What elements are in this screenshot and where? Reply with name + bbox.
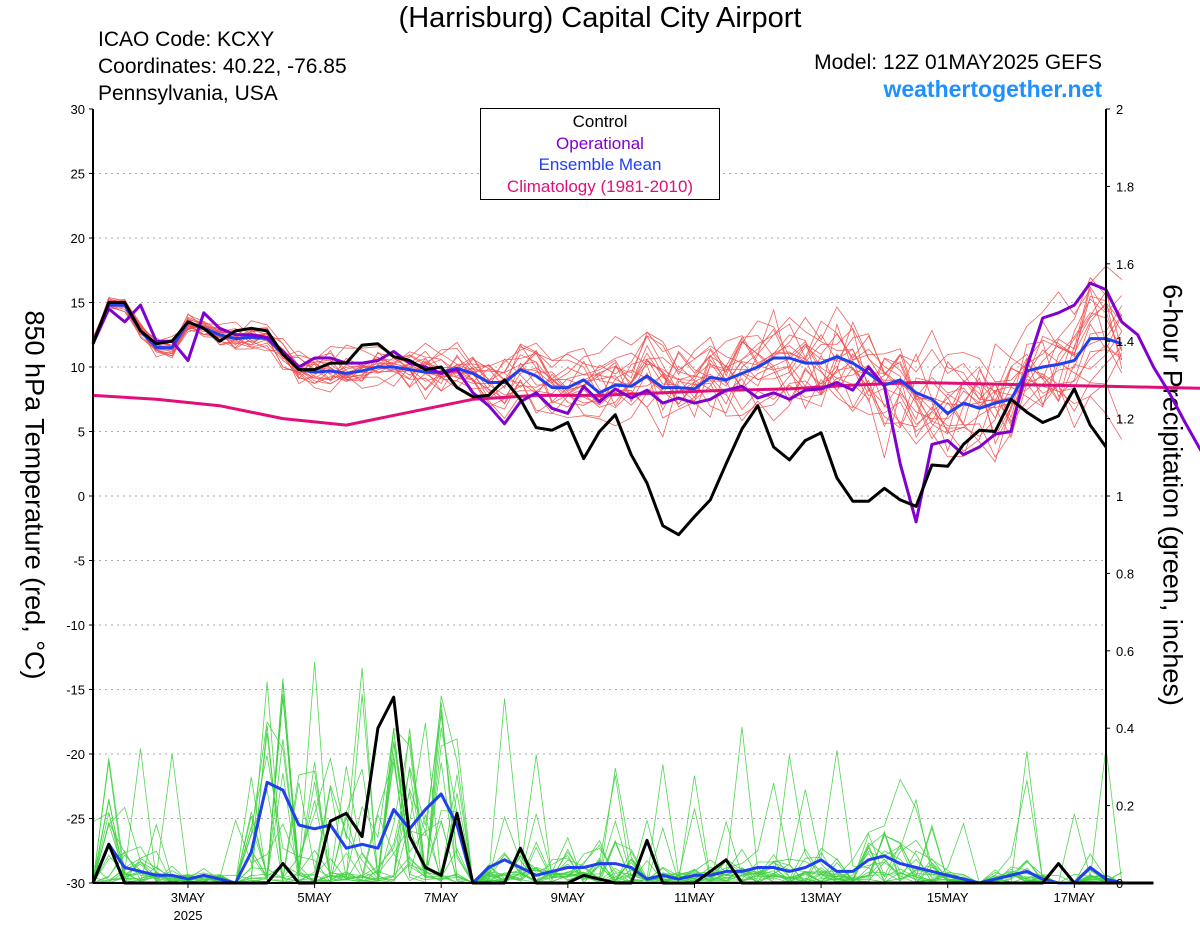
x-tick-label: 9MAY: [551, 890, 586, 905]
y-right-tick-label: 0.4: [1116, 721, 1134, 736]
y-left-tick-label: -15: [66, 683, 85, 698]
temp-member-line: [92, 303, 1123, 452]
precip-member-line: [92, 694, 1122, 884]
y-left-tick-label: 10: [71, 360, 85, 375]
y-left-tick-label: 30: [71, 102, 85, 117]
y-right-tick-label: 2: [1116, 102, 1123, 117]
x-tick-sublabel: 2025: [174, 908, 203, 923]
y-left-tick-label: 20: [71, 231, 85, 246]
temp-control-line: [91, 301, 1108, 537]
y-right-tick-label: 1.6: [1116, 257, 1134, 272]
x-tick-label: 7MAY: [424, 890, 459, 905]
temp-member-line: [92, 301, 1123, 446]
y-left-tick-label: -25: [66, 812, 85, 827]
temp-member-line: [92, 305, 1123, 427]
y-left-tick-label: 25: [71, 167, 85, 182]
ensemble-members-layer: [92, 265, 1123, 884]
x-tick-label: 17MAY: [1054, 890, 1096, 905]
y-right-tick-label: 1.4: [1116, 334, 1134, 349]
precip-member-line: [92, 661, 1123, 884]
y-right-tick-label: 0.2: [1116, 799, 1134, 814]
precip-member-line: [92, 682, 1122, 884]
precip-member-line: [92, 697, 1122, 884]
precip-member-line: [92, 693, 1122, 884]
icao-code: ICAO Code: KCXY: [98, 28, 275, 51]
legend-control: Control: [572, 112, 628, 131]
series-layer: [91, 281, 1200, 885]
y-left-tick-label: 5: [78, 425, 85, 440]
y-right-tick-label: 1: [1116, 489, 1123, 504]
temp-member-line: [92, 288, 1123, 438]
site-link[interactable]: weathertogether.net: [883, 76, 1102, 102]
grid-layer: [93, 173, 1106, 819]
temp-member-line: [92, 299, 1123, 463]
legend-operational: Operational: [556, 133, 644, 153]
x-tick-label: 3MAY: [171, 890, 206, 905]
temp-member-line: [92, 265, 1123, 458]
y-left-tick-label: -20: [66, 747, 85, 762]
precip-member-line: [92, 667, 1122, 884]
legend: Control Operational Ensemble Mean Climat…: [480, 108, 720, 200]
precip-member-line: [92, 723, 1122, 884]
y-left-tick-label: 15: [71, 296, 85, 311]
y-right-tick-label: 0.8: [1116, 566, 1134, 581]
model-label: Model: 12Z 01MAY2025 GEFS: [814, 51, 1102, 74]
y-left-tick-label: -10: [66, 618, 85, 633]
precip-member-line: [92, 696, 1122, 884]
x-tick-label: 15MAY: [927, 890, 969, 905]
chart-title: (Harrisburg) Capital City Airport: [398, 2, 802, 34]
x-tick-label: 13MAY: [800, 890, 842, 905]
y-right-tick-label: 0: [1116, 876, 1123, 891]
station-meta: ICAO Code: KCXY Coordinates: 40.22, -76.…: [98, 26, 347, 107]
y-left-tick-label: -30: [66, 876, 85, 891]
temp-member-line: [92, 276, 1123, 459]
temp-member-line: [92, 295, 1123, 440]
temp-member-line: [92, 303, 1123, 428]
x-tick-label: 11MAY: [674, 890, 715, 905]
precip-ensemble-mean-line: [91, 780, 1123, 885]
precip-member-line: [92, 787, 1122, 884]
y-right-tick-label: 1.8: [1116, 179, 1134, 194]
location: Pennsylvania, USA: [98, 82, 278, 105]
x-tick-label: 5MAY: [297, 890, 332, 905]
axis-layer: 302520151050-5-10-15-20-25-3021.81.61.41…: [66, 102, 1134, 923]
y-left-tick-label: 0: [78, 489, 85, 504]
legend-ensemble-mean: Ensemble Mean: [538, 155, 662, 174]
precip-member-line: [92, 695, 1122, 884]
climatology-line: [92, 381, 1200, 427]
temp-member-line: [92, 286, 1123, 438]
legend-climatology: Climatology (1981-2010): [506, 176, 694, 196]
temp-member-line: [92, 304, 1123, 428]
y-right-tick-label: 0.6: [1116, 644, 1134, 659]
y-right-tick-label: 1.2: [1116, 412, 1134, 427]
y-left-tick-label: -5: [73, 554, 85, 569]
precip-member-line: [92, 726, 1122, 884]
coordinates: Coordinates: 40.22, -76.85: [98, 55, 347, 78]
